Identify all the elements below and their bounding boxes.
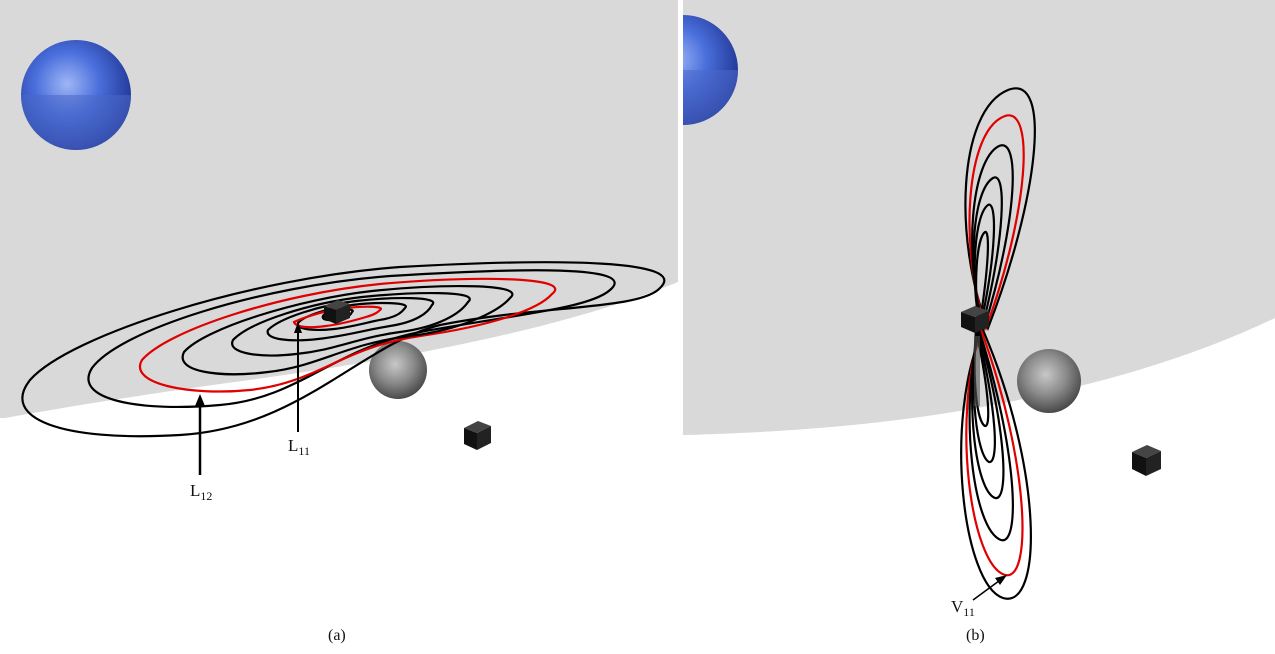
- orbit: [972, 329, 996, 464]
- orbit: [21, 261, 666, 438]
- orbit: [296, 301, 407, 331]
- caption-a: (a): [328, 627, 346, 644]
- orbit: [181, 284, 514, 376]
- orbit: [266, 296, 435, 342]
- orbit-family: [21, 261, 666, 438]
- panel-b: V11 (b): [683, 0, 1275, 654]
- orbit-highlight: [292, 305, 383, 329]
- large-sphere: [683, 15, 738, 125]
- caption-b: (b): [966, 627, 985, 644]
- orbit: [971, 329, 1005, 500]
- orbit: [973, 203, 996, 329]
- panel-b-figure: V11 (b): [683, 0, 1275, 644]
- cube-lower: [1132, 445, 1161, 476]
- orbit-highlight: [138, 277, 557, 393]
- orbit: [968, 325, 1014, 542]
- orbit-highlight: [965, 326, 1024, 577]
- pointer-l12: [195, 394, 205, 475]
- gray-plane: [683, 0, 1275, 435]
- cube-center: [324, 300, 350, 324]
- orbit: [964, 87, 1036, 332]
- cube-center: [961, 306, 989, 406]
- orbit: [960, 327, 1032, 600]
- pointer-v11: [972, 575, 1007, 601]
- orbit-highlight: [968, 114, 1025, 332]
- label-v11: V11: [951, 597, 975, 619]
- label-l11: L11: [288, 436, 310, 458]
- orbit: [231, 292, 471, 357]
- cube-lower: [464, 421, 491, 450]
- label-l12: L12: [190, 481, 212, 503]
- gray-plane: [0, 0, 678, 418]
- orbit-family-upper: [964, 87, 1036, 332]
- panel-a-figure: L12 L11 (a): [0, 0, 678, 644]
- small-sphere: [1017, 349, 1081, 413]
- large-sphere: [21, 40, 131, 150]
- orbit: [87, 269, 616, 408]
- panel-a: L12 L11 (a): [0, 0, 678, 644]
- pointer-l11: [294, 322, 302, 432]
- small-sphere: [369, 341, 427, 399]
- orbit: [975, 230, 990, 329]
